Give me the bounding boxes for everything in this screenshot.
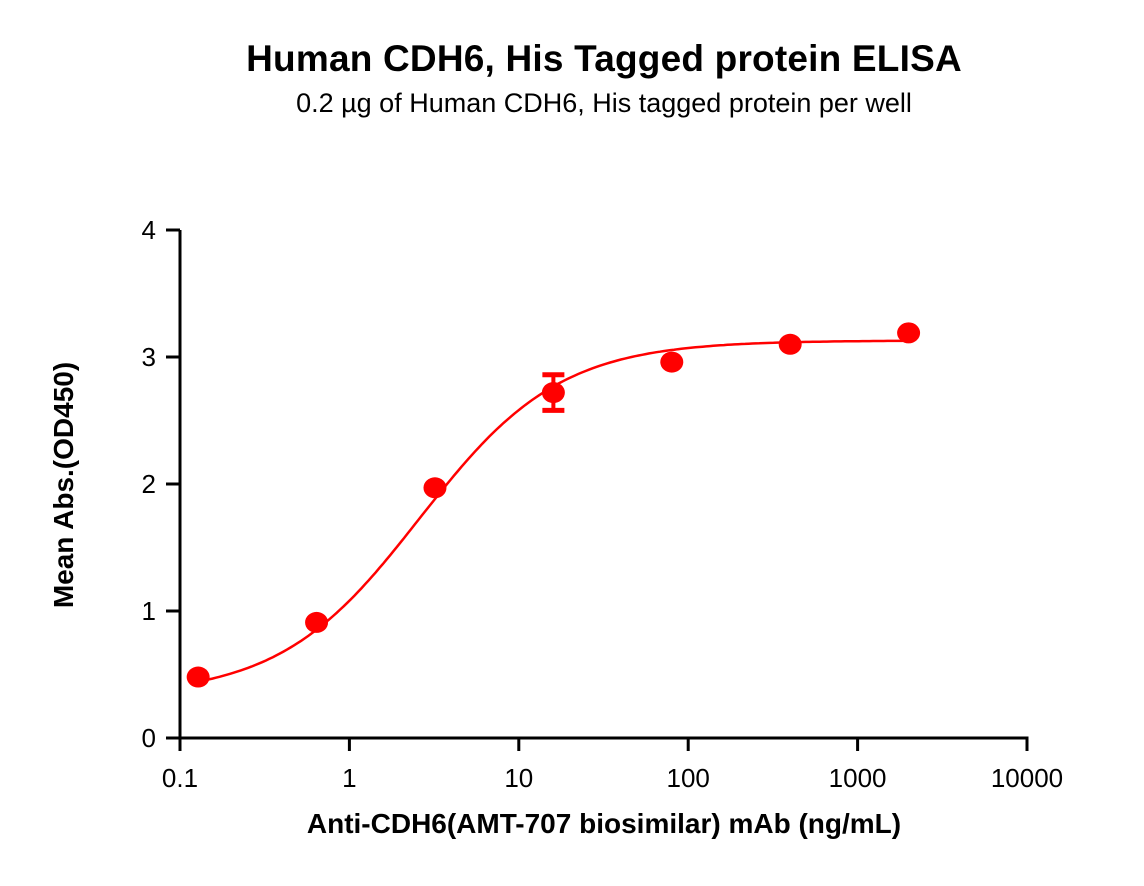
x-tick-label: 0.1	[162, 763, 198, 793]
x-tick-label: 100	[667, 763, 710, 793]
y-tick-label: 3	[142, 342, 156, 372]
data-point	[305, 611, 329, 633]
data-point	[778, 333, 802, 355]
y-tick-label: 0	[142, 723, 156, 753]
y-tick-label: 2	[142, 469, 156, 499]
data-point	[897, 322, 921, 344]
data-point	[541, 382, 565, 404]
data-point	[423, 477, 447, 499]
data-point	[660, 351, 684, 373]
y-tick-label: 4	[142, 215, 156, 245]
x-tick-label: 10000	[991, 763, 1063, 793]
x-tick-label: 1	[342, 763, 356, 793]
y-tick-label: 1	[142, 596, 156, 626]
axes: 0 1 2 3 4 0.1 1 10 100 1000 10000	[142, 215, 1064, 793]
chart-subtitle: 0.2 µg of Human CDH6, His tagged protein…	[296, 88, 912, 118]
x-axis-label: Anti-CDH6(AMT-707 biosimilar) mAb (ng/mL…	[306, 808, 902, 839]
data-point	[186, 666, 210, 688]
x-tick-label: 1000	[829, 763, 887, 793]
chart-title: Human CDH6, His Tagged protein ELISA	[246, 38, 962, 79]
data-points	[186, 322, 921, 688]
x-tick-label: 10	[504, 763, 533, 793]
